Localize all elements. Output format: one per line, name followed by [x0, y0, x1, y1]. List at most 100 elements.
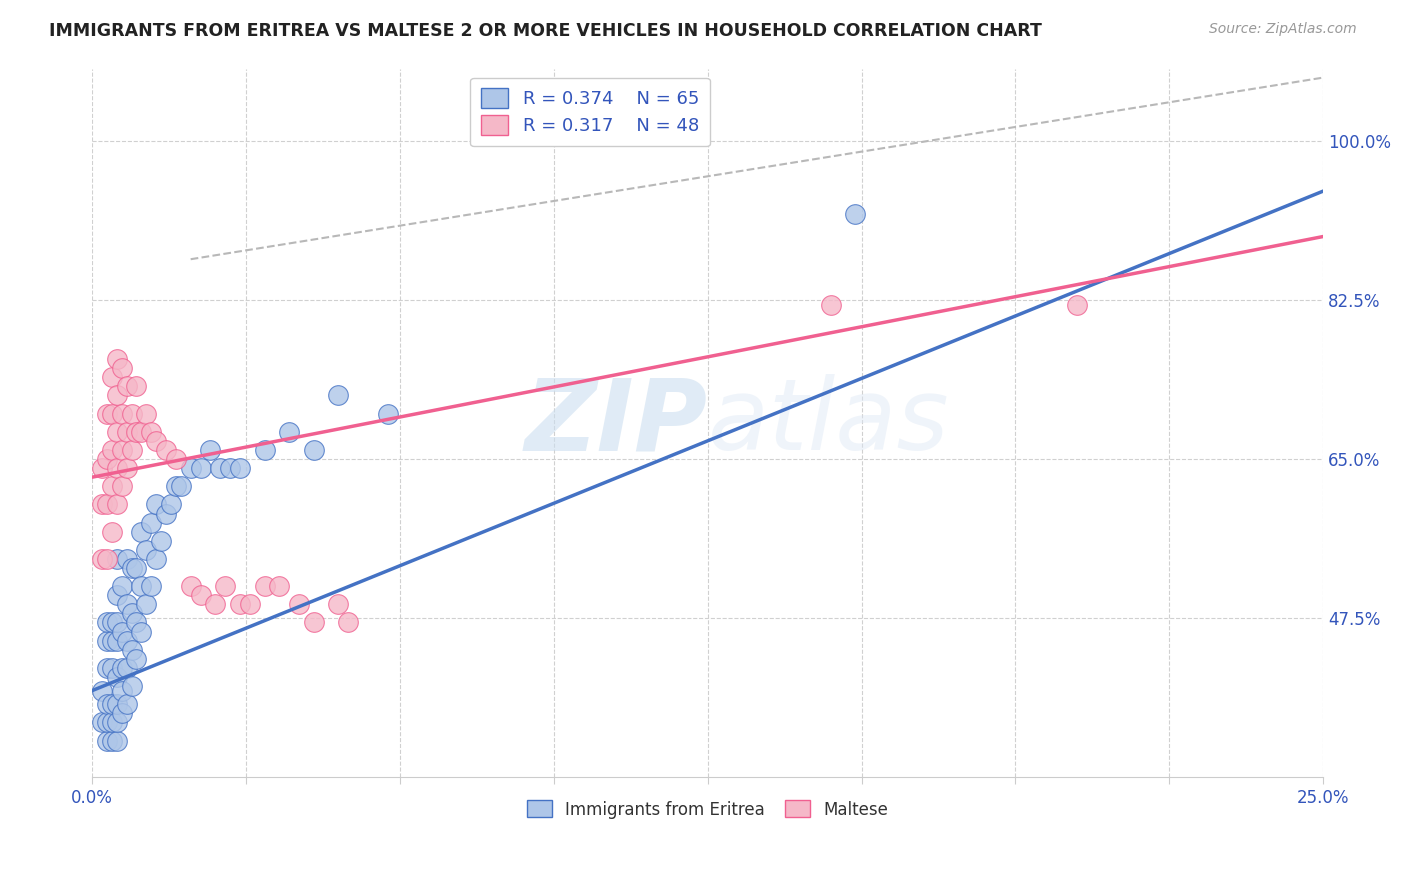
- Point: [96, 497, 118, 511]
- Point: [101, 442, 124, 457]
- Point: [253, 442, 276, 457]
- Point: [150, 533, 173, 548]
- Point: [111, 407, 134, 421]
- Point: [165, 452, 187, 467]
- Point: [288, 597, 311, 611]
- Point: [328, 388, 350, 402]
- Point: [269, 579, 291, 593]
- Point: [111, 442, 134, 457]
- Point: [111, 661, 134, 675]
- Text: ZIP: ZIP: [524, 374, 707, 471]
- Point: [115, 597, 138, 611]
- Point: [101, 697, 124, 711]
- Point: [101, 479, 124, 493]
- Point: [91, 461, 114, 475]
- Point: [160, 497, 183, 511]
- Point: [229, 597, 252, 611]
- Point: [121, 442, 143, 457]
- Point: [125, 615, 148, 630]
- Point: [101, 733, 124, 747]
- Point: [96, 733, 118, 747]
- Point: [219, 461, 242, 475]
- Point: [155, 442, 177, 457]
- Point: [91, 715, 114, 730]
- Point: [105, 670, 128, 684]
- Point: [111, 579, 134, 593]
- Point: [105, 733, 128, 747]
- Point: [229, 461, 252, 475]
- Point: [115, 425, 138, 439]
- Point: [125, 561, 148, 575]
- Text: IMMIGRANTS FROM ERITREA VS MALTESE 2 OR MORE VEHICLES IN HOUSEHOLD CORRELATION C: IMMIGRANTS FROM ERITREA VS MALTESE 2 OR …: [49, 22, 1042, 40]
- Point: [200, 442, 222, 457]
- Point: [91, 552, 114, 566]
- Point: [180, 461, 202, 475]
- Point: [141, 516, 163, 530]
- Point: [165, 479, 187, 493]
- Point: [190, 461, 212, 475]
- Point: [105, 461, 128, 475]
- Point: [155, 507, 177, 521]
- Point: [135, 597, 157, 611]
- Point: [101, 370, 124, 384]
- Legend: Immigrants from Eritrea, Maltese: Immigrants from Eritrea, Maltese: [520, 794, 896, 825]
- Point: [131, 425, 153, 439]
- Point: [105, 497, 128, 511]
- Point: [121, 607, 143, 621]
- Point: [91, 683, 114, 698]
- Point: [125, 652, 148, 666]
- Point: [190, 588, 212, 602]
- Point: [145, 434, 167, 448]
- Point: [105, 697, 128, 711]
- Point: [111, 361, 134, 376]
- Point: [105, 715, 128, 730]
- Point: [115, 552, 138, 566]
- Point: [101, 524, 124, 539]
- Point: [115, 379, 138, 393]
- Point: [377, 407, 399, 421]
- Point: [96, 407, 118, 421]
- Text: Source: ZipAtlas.com: Source: ZipAtlas.com: [1209, 22, 1357, 37]
- Point: [115, 633, 138, 648]
- Point: [180, 579, 202, 593]
- Point: [121, 561, 143, 575]
- Text: atlas: atlas: [707, 374, 949, 471]
- Point: [135, 542, 157, 557]
- Point: [115, 461, 138, 475]
- Point: [96, 452, 118, 467]
- Point: [115, 697, 138, 711]
- Point: [105, 633, 128, 648]
- Point: [145, 497, 167, 511]
- Point: [96, 661, 118, 675]
- Point: [115, 661, 138, 675]
- Point: [105, 588, 128, 602]
- Point: [91, 497, 114, 511]
- Point: [101, 407, 124, 421]
- Point: [111, 624, 134, 639]
- Point: [131, 524, 153, 539]
- Point: [328, 597, 350, 611]
- Point: [131, 579, 153, 593]
- Point: [337, 615, 360, 630]
- Point: [131, 624, 153, 639]
- Point: [96, 697, 118, 711]
- Point: [105, 425, 128, 439]
- Point: [101, 715, 124, 730]
- Point: [135, 407, 157, 421]
- Point: [820, 298, 842, 312]
- Point: [111, 683, 134, 698]
- Point: [1066, 298, 1088, 312]
- Point: [101, 615, 124, 630]
- Point: [170, 479, 193, 493]
- Point: [101, 633, 124, 648]
- Point: [253, 579, 276, 593]
- Point: [96, 615, 118, 630]
- Point: [121, 679, 143, 693]
- Point: [141, 425, 163, 439]
- Point: [125, 425, 148, 439]
- Point: [239, 597, 262, 611]
- Point: [844, 207, 866, 221]
- Point: [141, 579, 163, 593]
- Point: [105, 552, 128, 566]
- Point: [302, 615, 325, 630]
